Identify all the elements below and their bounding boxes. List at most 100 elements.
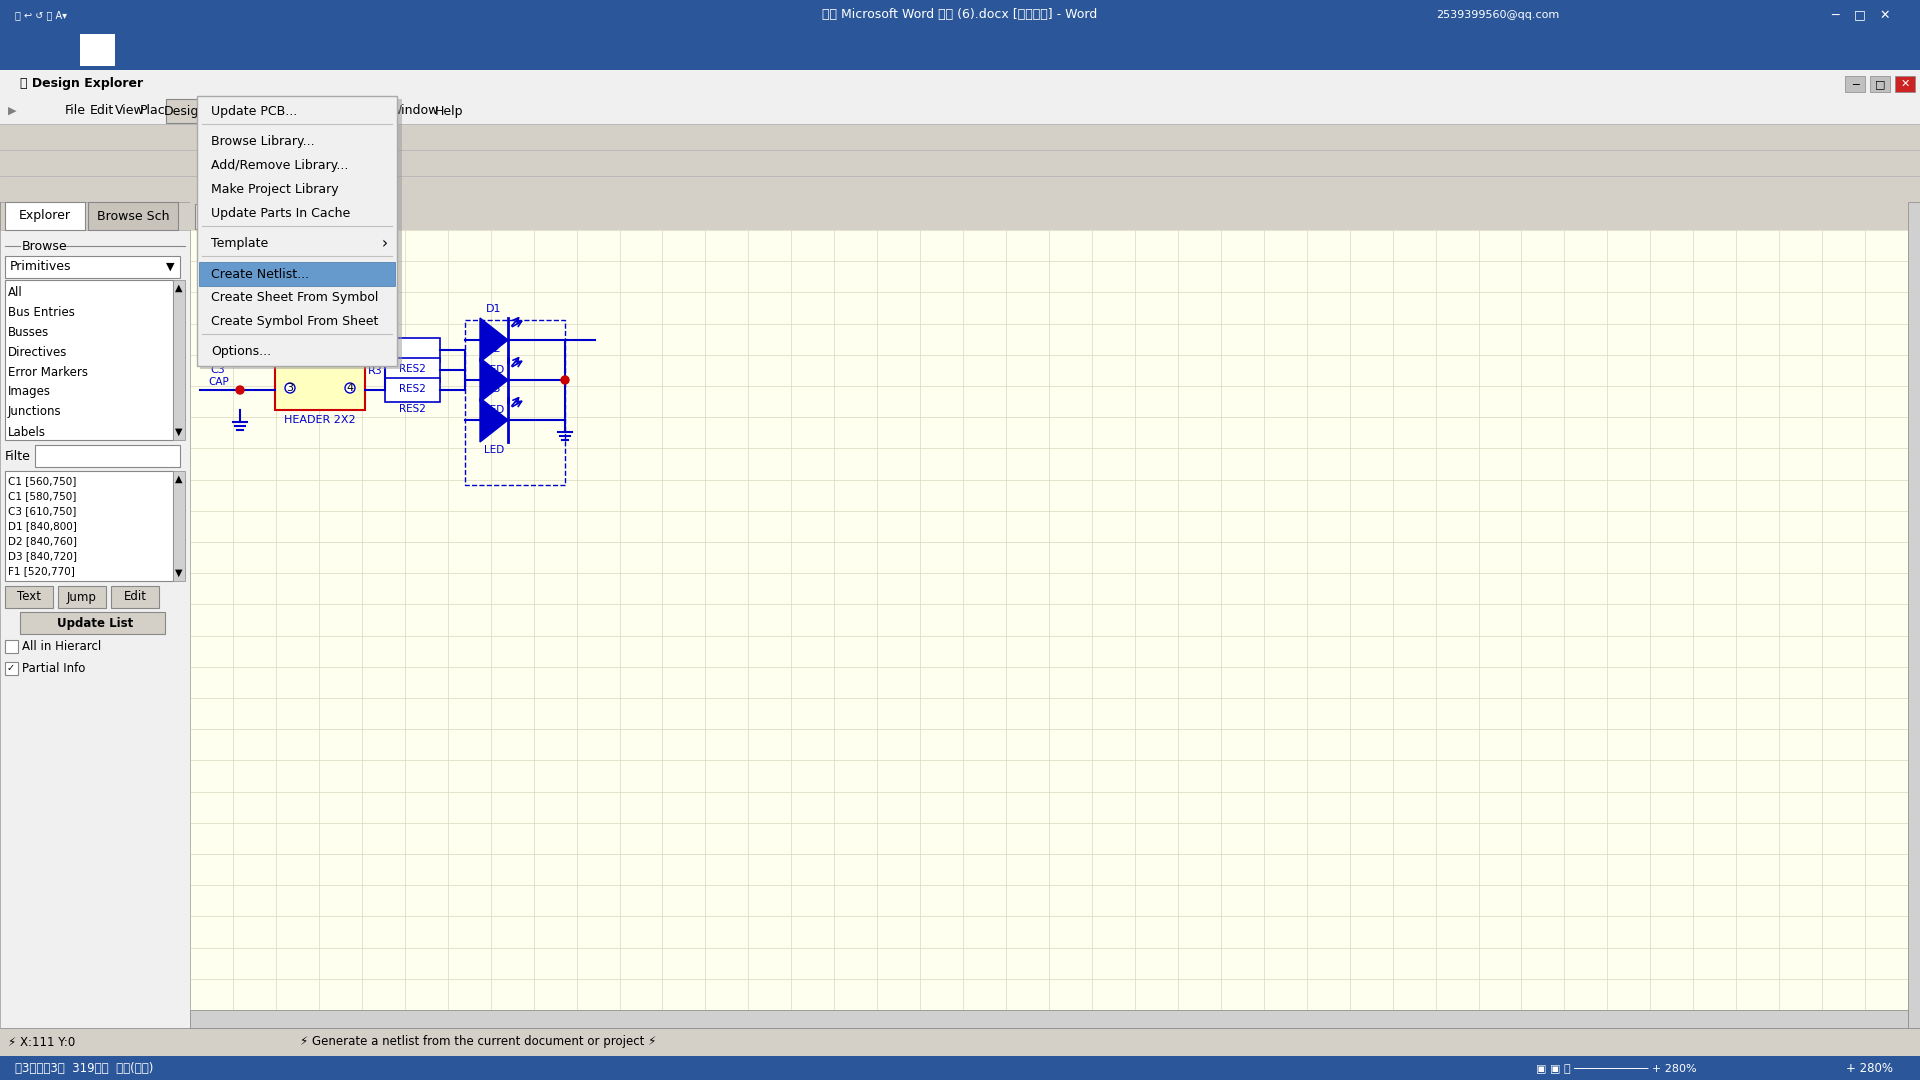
Bar (0, 1056, 1920, 1080)
Text: + 280%: + 280% (1847, 1062, 1893, 1075)
Text: RES2: RES2 (399, 404, 426, 414)
Bar (58, 586, 106, 608)
Text: D2 [840,760]: D2 [840,760] (8, 536, 77, 546)
Bar (1908, 202, 1920, 1028)
Text: Edit: Edit (123, 591, 146, 604)
Text: Explorer: Explorer (19, 210, 71, 222)
Bar (6, 662, 17, 675)
Text: Place: Place (140, 105, 173, 118)
Text: Update PCB...: Update PCB... (211, 106, 298, 119)
Text: R3: R3 (369, 366, 382, 376)
Text: Text: Text (17, 591, 40, 604)
Bar (196, 204, 284, 229)
Text: Update List: Update List (58, 617, 132, 630)
Circle shape (561, 376, 568, 384)
Bar (0, 202, 190, 1028)
Text: Edit: Edit (90, 105, 115, 118)
Text: ✕: ✕ (1901, 79, 1910, 89)
Bar (0, 30, 1920, 70)
Text: Junctions: Junctions (8, 405, 61, 418)
Text: Create Sheet From Symbol: Create Sheet From Symbol (211, 292, 378, 305)
Bar (198, 96, 397, 366)
Text: Browse Sch: Browse Sch (96, 210, 169, 222)
Text: C3: C3 (209, 365, 225, 375)
Bar (35, 445, 180, 467)
Text: ✕: ✕ (1880, 9, 1891, 22)
Text: File: File (65, 105, 86, 118)
Text: 4: 4 (346, 383, 353, 393)
Text: Options...: Options... (211, 346, 271, 359)
Bar (190, 202, 1908, 230)
Text: 🔲 Design Explorer: 🔲 Design Explorer (19, 78, 144, 91)
Text: C1 [560,750]: C1 [560,750] (8, 476, 77, 486)
Bar (386, 357, 440, 382)
Bar (6, 280, 173, 440)
Bar (1895, 76, 1914, 92)
Bar (275, 330, 365, 410)
Text: View: View (115, 105, 144, 118)
Bar (0, 230, 190, 1028)
Text: ⚡ Generate a netlist from the current document or project ⚡: ⚡ Generate a netlist from the current do… (300, 1036, 657, 1049)
Text: □: □ (1874, 79, 1885, 89)
Circle shape (346, 350, 355, 360)
Text: Tools: Tools (215, 105, 246, 118)
Circle shape (236, 386, 244, 394)
Polygon shape (480, 357, 509, 402)
Text: JP2: JP2 (311, 315, 330, 328)
Text: Reports: Reports (334, 105, 382, 118)
Text: Browse Library...: Browse Library... (211, 135, 315, 148)
Text: F1 [520,770]: F1 [520,770] (8, 566, 75, 576)
Circle shape (236, 346, 244, 354)
Bar (386, 338, 440, 362)
Text: HEADER 2X2: HEADER 2X2 (284, 415, 355, 426)
Text: 第3页，共3页  319个字  中文(中国): 第3页，共3页 319个字 中文(中国) (15, 1062, 154, 1075)
Text: Partial Info: Partial Info (21, 662, 84, 675)
Text: R2: R2 (369, 346, 382, 356)
Text: Window: Window (390, 105, 440, 118)
Text: ⚡ X:111 Y:0: ⚡ X:111 Y:0 (8, 1036, 75, 1049)
Bar (6, 202, 84, 230)
Text: 2: 2 (346, 350, 353, 360)
Bar (190, 1010, 1908, 1028)
Bar (0, 98, 1920, 124)
Bar (6, 586, 54, 608)
Text: ›: › (382, 237, 388, 252)
Text: ▼: ▼ (175, 427, 182, 437)
Bar (0, 176, 1920, 202)
Text: Template: Template (211, 238, 269, 251)
Text: 2539399560@qq.com: 2539399560@qq.com (1436, 10, 1559, 21)
Text: ⬛ ↩ ↺ 📄 A▾: ⬛ ↩ ↺ 📄 A▾ (15, 10, 67, 21)
Bar (19, 612, 165, 634)
Text: □: □ (1855, 9, 1866, 22)
Text: D3: D3 (486, 384, 501, 394)
Text: RES2: RES2 (399, 364, 426, 374)
Text: ▲: ▲ (175, 283, 182, 293)
Text: Busses: Busses (8, 325, 50, 338)
Text: CAP: CAP (207, 377, 228, 387)
Text: Sheet1.Sch: Sheet1.Sch (205, 210, 275, 222)
Text: ✓: ✓ (8, 663, 15, 674)
Text: Error Markers: Error Markers (8, 365, 88, 378)
Bar (1870, 76, 1889, 92)
Bar (6, 640, 17, 653)
Bar (0, 1028, 1920, 1056)
Text: Filte: Filte (6, 449, 31, 462)
Text: ─: ─ (1832, 9, 1839, 22)
Polygon shape (480, 318, 509, 362)
Text: 1: 1 (286, 350, 294, 360)
Text: D2: D2 (486, 345, 501, 354)
Bar (6, 471, 173, 581)
Polygon shape (480, 399, 509, 442)
Bar (465, 320, 564, 485)
Text: ▣ ▣ 🔍 ─────────── + 280%: ▣ ▣ 🔍 ─────────── + 280% (1536, 1063, 1697, 1074)
Text: ▼: ▼ (175, 568, 182, 578)
Text: LED: LED (484, 445, 505, 455)
Text: C1 [580,750]: C1 [580,750] (8, 491, 77, 501)
Text: Images: Images (8, 386, 52, 399)
Text: ▼: ▼ (165, 262, 175, 272)
Circle shape (346, 383, 355, 393)
Text: ─: ─ (1851, 79, 1859, 89)
Text: ▲: ▲ (175, 474, 182, 484)
Circle shape (284, 383, 296, 393)
Bar (200, 99, 401, 369)
